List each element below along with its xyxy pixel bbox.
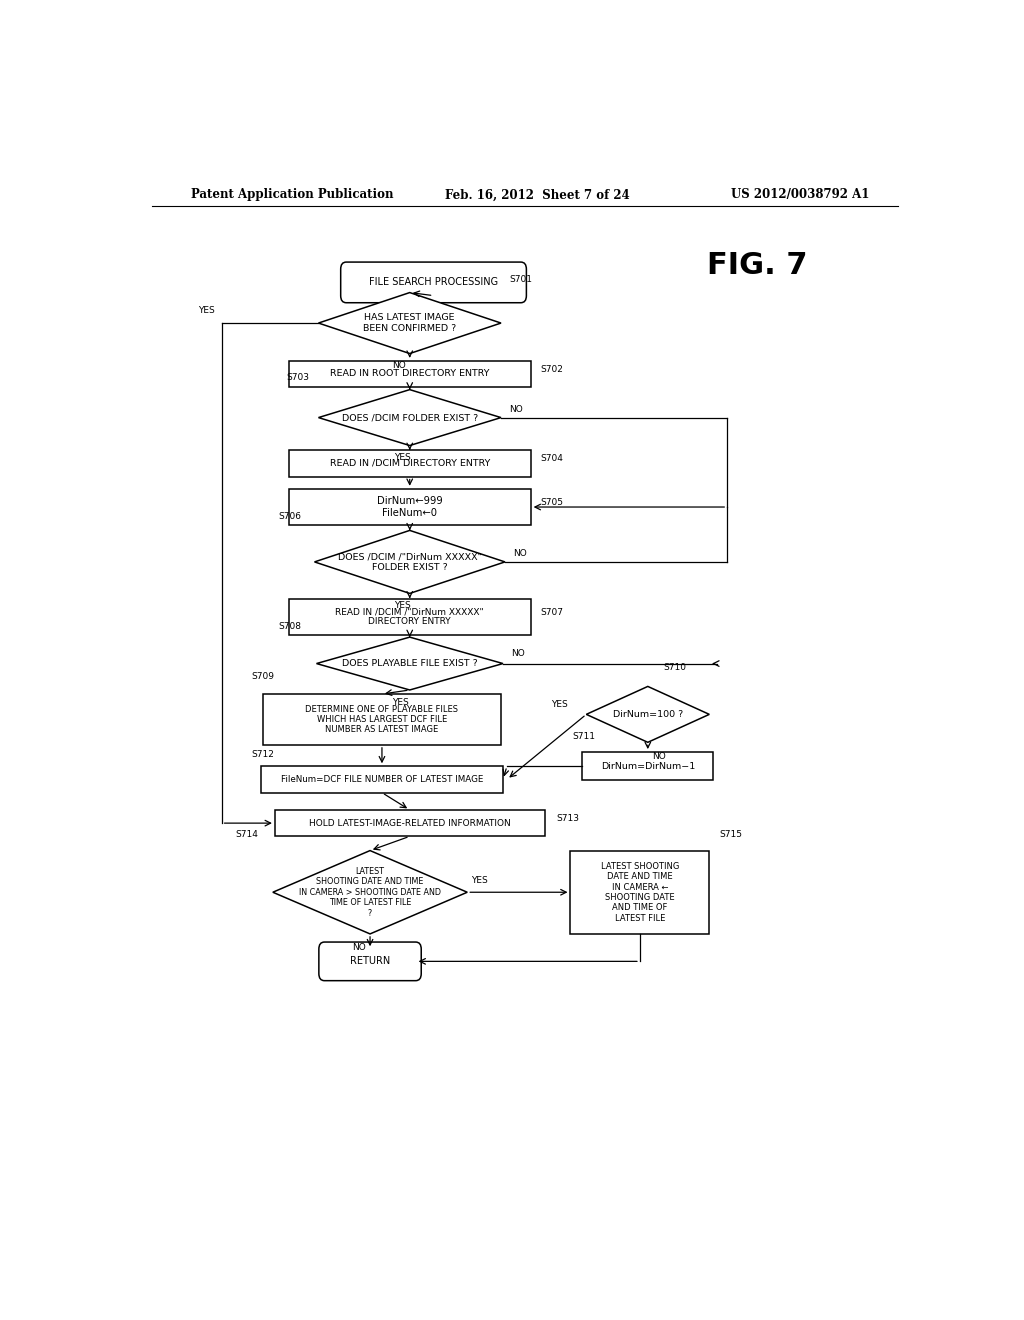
Text: YES: YES [392, 698, 409, 706]
Text: S705: S705 [541, 498, 563, 507]
Text: NO: NO [392, 362, 407, 370]
Polygon shape [314, 531, 505, 594]
Polygon shape [272, 850, 467, 935]
Text: US 2012/0038792 A1: US 2012/0038792 A1 [731, 189, 869, 202]
Text: HAS LATEST IMAGE
BEEN CONFIRMED ?: HAS LATEST IMAGE BEEN CONFIRMED ? [364, 313, 457, 333]
Text: NO: NO [352, 942, 367, 952]
Text: DOES PLAYABLE FILE EXIST ?: DOES PLAYABLE FILE EXIST ? [342, 659, 477, 668]
Text: READ IN /DCIM DIRECTORY ENTRY: READ IN /DCIM DIRECTORY ENTRY [330, 459, 489, 467]
Text: Feb. 16, 2012  Sheet 7 of 24: Feb. 16, 2012 Sheet 7 of 24 [445, 189, 630, 202]
Text: NO: NO [652, 752, 666, 762]
Text: READ IN /DCIM /"DirNum XXXXX"
DIRECTORY ENTRY: READ IN /DCIM /"DirNum XXXXX" DIRECTORY … [336, 607, 484, 627]
Text: S707: S707 [541, 607, 563, 616]
Bar [289, 598, 530, 635]
Bar [583, 752, 714, 780]
Text: S715: S715 [719, 830, 742, 840]
Bar [289, 488, 530, 525]
Polygon shape [587, 686, 710, 742]
Text: S712: S712 [251, 750, 273, 759]
Text: S709: S709 [251, 672, 274, 681]
Text: LATEST SHOOTING
DATE AND TIME
IN CAMERA ←
SHOOTING DATE
AND TIME OF
LATEST FILE: LATEST SHOOTING DATE AND TIME IN CAMERA … [601, 862, 679, 923]
FancyBboxPatch shape [318, 942, 421, 981]
Text: FileNum=DCF FILE NUMBER OF LATEST IMAGE: FileNum=DCF FILE NUMBER OF LATEST IMAGE [281, 775, 483, 784]
Text: YES: YES [551, 700, 567, 709]
FancyBboxPatch shape [341, 263, 526, 302]
Text: LATEST
SHOOTING DATE AND TIME
IN CAMERA > SHOOTING DATE AND
TIME OF LATEST FILE
: LATEST SHOOTING DATE AND TIME IN CAMERA … [299, 867, 441, 917]
Text: DOES /DCIM /"DirNum XXXXX"
FOLDER EXIST ?: DOES /DCIM /"DirNum XXXXX" FOLDER EXIST … [338, 552, 481, 572]
Text: YES: YES [471, 875, 488, 884]
Text: S702: S702 [541, 364, 563, 374]
Text: NO: NO [509, 405, 522, 414]
Text: S708: S708 [279, 622, 302, 631]
Bar [274, 810, 545, 837]
Text: S714: S714 [236, 830, 258, 840]
Polygon shape [318, 389, 501, 446]
Text: S713: S713 [557, 814, 580, 824]
Text: DOES /DCIM FOLDER EXIST ?: DOES /DCIM FOLDER EXIST ? [342, 413, 478, 422]
Text: YES: YES [394, 453, 411, 462]
Polygon shape [318, 293, 501, 354]
Text: DirNum←999
FileNum←0: DirNum←999 FileNum←0 [377, 496, 442, 517]
Text: S710: S710 [664, 663, 687, 672]
Text: READ IN ROOT DIRECTORY ENTRY: READ IN ROOT DIRECTORY ENTRY [330, 370, 489, 379]
Text: DirNum=100 ?: DirNum=100 ? [612, 710, 683, 719]
Text: NO: NO [513, 549, 526, 558]
Text: S706: S706 [279, 512, 302, 521]
Text: DETERMINE ONE OF PLAYABLE FILES
WHICH HAS LARGEST DCF FILE
NUMBER AS LATEST IMAG: DETERMINE ONE OF PLAYABLE FILES WHICH HA… [305, 705, 459, 734]
Text: FIG. 7: FIG. 7 [708, 251, 808, 280]
Text: S701: S701 [509, 276, 531, 284]
Bar [289, 450, 530, 477]
Text: Patent Application Publication: Patent Application Publication [191, 189, 394, 202]
Bar [261, 766, 503, 792]
Text: DirNum=DirNum−1: DirNum=DirNum−1 [601, 762, 695, 771]
Text: YES: YES [394, 601, 411, 610]
Polygon shape [316, 638, 503, 690]
Text: S711: S711 [572, 731, 595, 741]
Bar [570, 850, 710, 935]
Text: HOLD LATEST-IMAGE-RELATED INFORMATION: HOLD LATEST-IMAGE-RELATED INFORMATION [309, 818, 511, 828]
Text: YES: YES [199, 306, 215, 315]
Bar [263, 694, 501, 744]
Text: FILE SEARCH PROCESSING: FILE SEARCH PROCESSING [369, 277, 498, 288]
Text: S703: S703 [287, 374, 309, 381]
Text: RETURN: RETURN [350, 957, 390, 966]
Text: S704: S704 [541, 454, 563, 463]
Bar [289, 360, 530, 387]
Text: NO: NO [511, 649, 524, 657]
